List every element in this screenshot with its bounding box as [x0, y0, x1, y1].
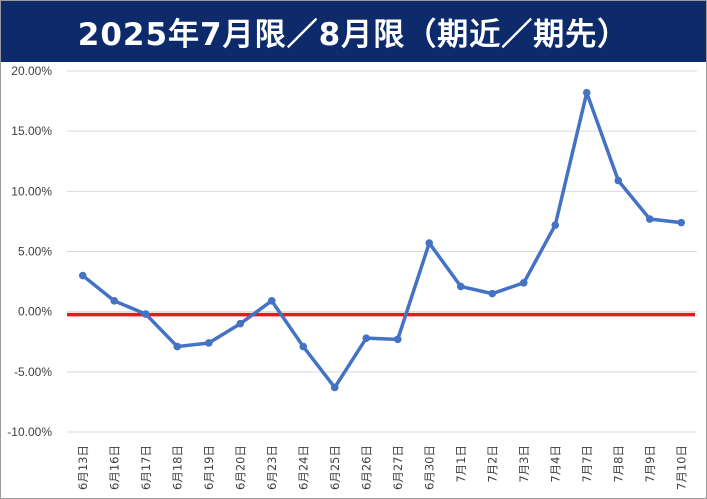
gridlines — [67, 70, 697, 433]
data-point — [645, 215, 654, 223]
y-tick-label: 15.00% — [11, 124, 52, 138]
x-tick-label: 7月4日 — [548, 445, 562, 483]
y-tick-label: 10.00% — [11, 184, 52, 198]
data-point — [551, 221, 560, 229]
x-tick-label: 6月17日 — [139, 445, 153, 490]
series-line — [81, 90, 683, 390]
y-tick-label: 20.00% — [11, 64, 52, 78]
y-axis: 20.00% 15.00% 10.00% 5.00% 0.00% -5.00% -10.00… — [7, 64, 52, 439]
data-point — [456, 282, 465, 291]
data-point — [519, 278, 528, 287]
data-point — [236, 319, 245, 328]
data-point — [78, 271, 87, 280]
data-point — [173, 342, 182, 351]
y-tick-label: -10.00% — [7, 425, 52, 439]
y-tick-label: -5.00% — [14, 365, 52, 379]
y-tick-label: 5.00% — [18, 245, 52, 259]
x-tick-label: 6月24日 — [296, 445, 310, 490]
data-point — [141, 310, 150, 318]
data-point — [267, 297, 276, 305]
x-tick-label: 6月25日 — [328, 445, 342, 490]
x-tick-label: 7月2日 — [485, 445, 499, 483]
x-tick-label: 6月18日 — [170, 445, 184, 490]
data-point — [677, 218, 686, 227]
x-tick-label: 7月9日 — [643, 445, 657, 483]
y-tick-label: 0.00% — [18, 305, 52, 319]
chart-title: 2025年7月限／8月限（期近／期先） — [1, 1, 706, 62]
data-point — [299, 342, 308, 351]
data-point — [488, 289, 497, 298]
x-axis: 6月13日 6月16日 6月17日 6月18日 6月19日 6月20日 6月23日 6月24日… — [76, 445, 689, 490]
x-tick-label: 6月23日 — [265, 445, 279, 490]
x-tick-label: 6月19日 — [202, 445, 216, 490]
data-point — [393, 335, 402, 344]
data-point — [614, 176, 623, 185]
x-tick-label: 6月20日 — [233, 445, 247, 490]
x-tick-label: 7月10日 — [674, 445, 688, 490]
x-tick-label: 6月26日 — [359, 445, 373, 490]
data-point — [204, 339, 213, 347]
data-point — [582, 88, 591, 97]
x-tick-label: 6月27日 — [391, 445, 405, 490]
data-point — [362, 334, 371, 342]
x-tick-label: 6月16日 — [107, 445, 121, 490]
x-tick-label: 7月1日 — [454, 445, 468, 483]
series-group — [78, 88, 686, 392]
x-tick-label: 7月8日 — [611, 445, 625, 483]
x-tick-label: 6月30日 — [422, 445, 436, 490]
x-tick-label: 6月13日 — [76, 445, 90, 490]
data-point — [425, 239, 434, 247]
data-point — [110, 297, 119, 305]
x-tick-label: 7月7日 — [580, 445, 594, 483]
x-tick-label: 7月3日 — [517, 445, 531, 483]
data-point — [330, 383, 339, 392]
